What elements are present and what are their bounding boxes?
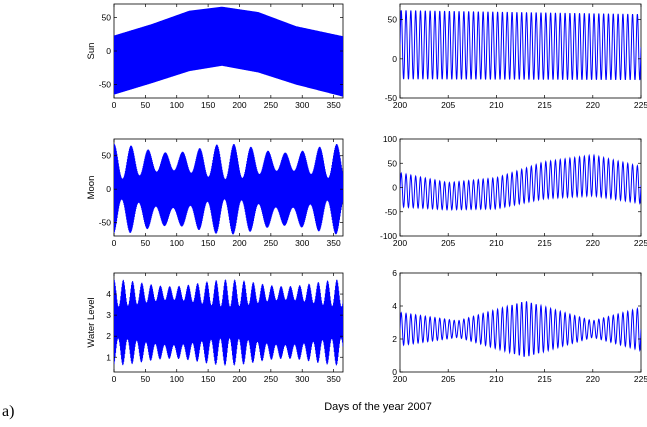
x-tick-label: 0 [112, 238, 117, 248]
series-line-sun-full [114, 6, 343, 97]
x-tick-label: 210 [489, 374, 503, 384]
y-axis-label: Water Level [86, 297, 97, 347]
x-tick-label: 150 [201, 100, 215, 110]
x-tick-label: 215 [538, 238, 552, 248]
x-tick-label: 350 [326, 100, 340, 110]
x-tick-label: 200 [232, 374, 246, 384]
y-tick-label: 50 [102, 12, 112, 22]
y-tick-label: 3 [106, 310, 111, 320]
y-tick-label: 6 [392, 268, 397, 278]
x-tick-label: 220 [586, 100, 600, 110]
subplot-sun-zoom: 200 205 210 215 220 225 -50 0 50 [385, 3, 647, 110]
x-tick-label: 300 [295, 374, 309, 384]
panel-label: a) [2, 403, 14, 420]
y-tick-label: 50 [388, 15, 398, 25]
y-tick-label: -50 [99, 80, 112, 90]
series-line-sun-zoom [400, 10, 641, 81]
x-tick-label: 200 [232, 238, 246, 248]
x-tick-label: 225 [634, 238, 647, 248]
x-tick-label: 200 [393, 238, 407, 248]
subplot-water-full: 0 50 100 150 200 250 300 350 1 2 3 4 Water Level [86, 272, 344, 384]
series-line-water-zoom [400, 301, 641, 357]
series-line-moon-zoom [400, 153, 641, 211]
series-line-moon-full [114, 143, 343, 235]
x-tick-label: 50 [141, 238, 151, 248]
x-tick-label: 300 [295, 238, 309, 248]
subplot-water-zoom: 200 205 210 215 220 225 0 2 4 6 [392, 268, 647, 384]
x-tick-label: 300 [295, 100, 309, 110]
y-tick-label: 2 [392, 334, 397, 344]
y-tick-label: -50 [385, 93, 398, 103]
x-tick-label: 350 [326, 374, 340, 384]
x-tick-label: 250 [264, 374, 278, 384]
x-tick-label: 250 [264, 100, 278, 110]
x-tick-label: 205 [441, 100, 455, 110]
x-tick-label: 50 [141, 374, 151, 384]
y-axis-label: Moon [86, 176, 97, 200]
x-axis-label: Days of the year 2007 [324, 401, 432, 413]
x-tick-label: 225 [634, 374, 647, 384]
x-tick-label: 100 [170, 238, 184, 248]
x-tick-label: 200 [393, 374, 407, 384]
x-tick-label: 250 [264, 238, 278, 248]
series-line-water-full [114, 279, 343, 366]
y-axis-label: Sun [86, 43, 97, 60]
x-tick-label: 50 [141, 100, 151, 110]
y-tick-label: -100 [380, 231, 397, 241]
y-tick-label: 0 [106, 46, 111, 56]
x-tick-label: 150 [201, 374, 215, 384]
y-tick-label: 0 [392, 183, 397, 193]
y-tick-label: 100 [383, 134, 397, 144]
x-tick-label: 200 [393, 100, 407, 110]
x-tick-label: 215 [538, 100, 552, 110]
x-tick-label: 205 [441, 238, 455, 248]
subplot-moon-zoom: 200 205 210 215 220 225 -100 -50 0 50 100 [380, 134, 647, 248]
x-tick-label: 350 [326, 238, 340, 248]
y-tick-label: 4 [106, 289, 111, 299]
x-tick-label: 0 [112, 100, 117, 110]
y-tick-label: -50 [385, 207, 398, 217]
x-tick-label: 205 [441, 374, 455, 384]
x-tick-label: 100 [170, 100, 184, 110]
x-tick-label: 220 [586, 238, 600, 248]
y-tick-label: 0 [392, 367, 397, 377]
y-tick-label: 2 [106, 331, 111, 341]
x-tick-label: 150 [201, 238, 215, 248]
x-tick-label: 225 [634, 100, 647, 110]
y-tick-label: 4 [392, 301, 397, 311]
y-tick-label: 50 [102, 151, 112, 161]
y-tick-label: -50 [99, 218, 112, 228]
x-tick-label: 215 [538, 374, 552, 384]
x-tick-label: 210 [489, 238, 503, 248]
y-tick-label: 50 [388, 158, 398, 168]
y-tick-label: 0 [106, 184, 111, 194]
x-tick-label: 100 [170, 374, 184, 384]
y-tick-label: 1 [106, 352, 111, 362]
x-tick-label: 210 [489, 100, 503, 110]
x-tick-label: 220 [586, 374, 600, 384]
x-tick-label: 200 [232, 100, 246, 110]
x-tick-label: 0 [112, 374, 117, 384]
y-tick-label: 0 [392, 54, 397, 64]
